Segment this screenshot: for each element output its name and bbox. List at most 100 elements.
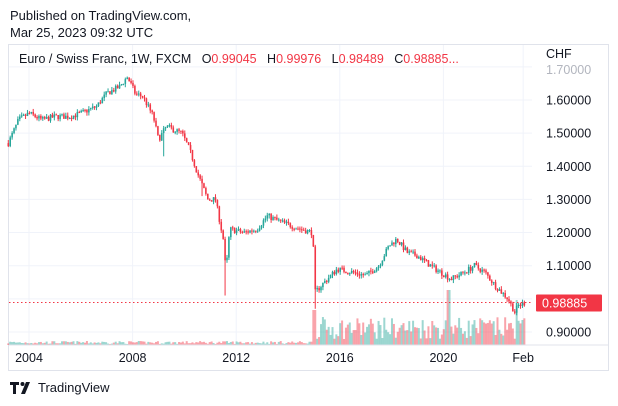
candle-body [55, 114, 58, 116]
volume-bar [348, 322, 351, 345]
candle-body [381, 260, 384, 265]
volume-bar [91, 343, 94, 345]
volume-bar [312, 310, 315, 345]
candle-body [88, 109, 90, 113]
candle-body [68, 117, 71, 119]
candle-body [239, 229, 242, 232]
candle-body [42, 117, 44, 119]
candle-body [519, 304, 522, 306]
candle-body [174, 131, 176, 133]
candle-body [277, 219, 280, 221]
candle-body [504, 292, 506, 298]
candle-body [208, 199, 211, 201]
tradingview-logo[interactable]: TradingView [10, 380, 110, 395]
volume-bar [266, 342, 269, 345]
volume-bar [178, 342, 181, 345]
candle-body [107, 91, 109, 93]
candle-body [162, 128, 165, 134]
candle-body [444, 274, 447, 278]
close-value: 0.98885... [403, 52, 459, 66]
volume-bar [237, 342, 240, 345]
volume-bar [258, 343, 261, 345]
volume-bar [513, 338, 516, 345]
volume-bar [68, 342, 71, 345]
volume-bar [195, 342, 198, 345]
candle-body [347, 273, 349, 275]
candle-body [109, 91, 111, 95]
candle-body [256, 230, 259, 232]
candle-body [191, 149, 194, 161]
volume-bar [369, 318, 372, 345]
volume-bar [202, 341, 205, 345]
volume-bar [431, 320, 434, 345]
candle-body [466, 272, 468, 274]
volume-bar [233, 343, 236, 345]
price-axis-label: 1.20000 [546, 226, 591, 240]
candle-body [362, 274, 365, 276]
volume-bar [141, 341, 144, 345]
candle-body [435, 265, 437, 272]
candle-body [393, 242, 395, 245]
candle-body [147, 104, 150, 106]
candle-body [281, 220, 284, 222]
volume-bar [174, 342, 177, 345]
volume-bar [387, 332, 390, 345]
candle-body [498, 289, 501, 291]
candle-body [61, 114, 63, 116]
volume-bar [296, 342, 299, 345]
candle-body [101, 98, 104, 104]
volume-bar [243, 343, 246, 345]
volume-bar [45, 341, 48, 345]
volume-bar [383, 317, 386, 345]
volume-bar [410, 331, 413, 345]
candle-body [337, 269, 340, 272]
candle-body [331, 271, 334, 275]
volume-bar [281, 343, 284, 345]
volume-bar [235, 341, 238, 345]
candle-body [93, 106, 96, 108]
candle-body [494, 282, 497, 289]
candle-body [464, 272, 466, 274]
candle-body [122, 83, 125, 85]
candle-body [406, 247, 409, 253]
volume-bar [289, 342, 292, 345]
volume-bar [80, 342, 83, 345]
candle-body [253, 230, 255, 232]
volume-bar [39, 341, 42, 345]
candle-body [279, 219, 282, 221]
volume-bar [55, 343, 58, 345]
volume-bar [149, 342, 152, 345]
candle-body [214, 197, 217, 201]
volume-bar [275, 343, 278, 345]
volume-bar [502, 335, 505, 345]
volume-bar [279, 341, 282, 345]
volume-bar [498, 329, 501, 345]
candle-body [218, 206, 221, 222]
candle-body [366, 273, 368, 275]
volume-bar [440, 334, 443, 345]
candle-body [233, 228, 236, 234]
volume-bar [245, 342, 248, 345]
candle-body [301, 229, 303, 231]
candle-body [423, 258, 426, 261]
candle-body [38, 115, 40, 119]
volume-bar [162, 343, 165, 345]
candle-body [341, 267, 343, 269]
candle-body [398, 241, 401, 245]
candle-body [368, 270, 370, 274]
volume-bar [22, 343, 25, 345]
volume-bar [356, 318, 359, 345]
volume-bar [484, 323, 487, 345]
volume-bar [425, 338, 428, 345]
volume-bar [273, 341, 276, 345]
volume-bar [179, 342, 182, 345]
candle-body [176, 129, 178, 132]
candle-body [387, 246, 389, 249]
volume-bar [176, 343, 179, 345]
candle-body [183, 133, 186, 139]
time-axis-label: 2008 [119, 351, 147, 365]
candle-body [155, 120, 157, 127]
volume-bar [139, 341, 142, 345]
volume-bar [327, 326, 330, 345]
